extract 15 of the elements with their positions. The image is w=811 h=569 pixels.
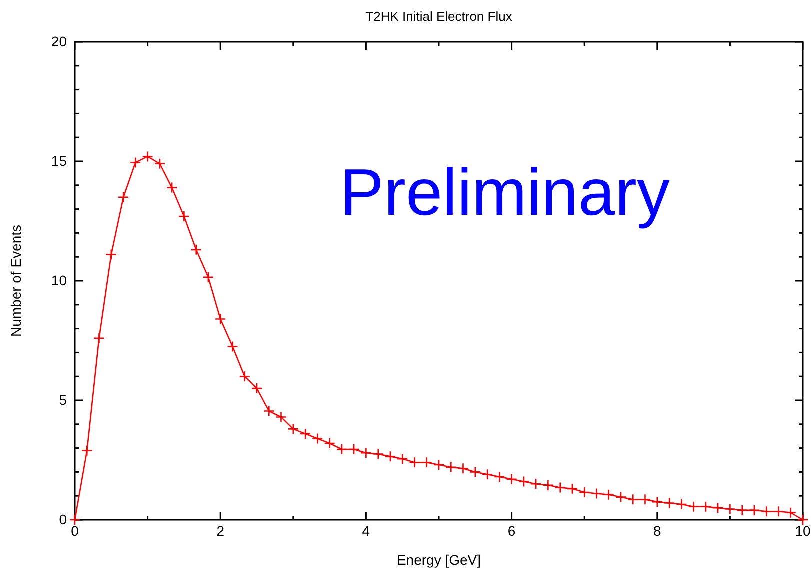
x-tick-label: 10 <box>795 522 811 539</box>
x-tick-label: 4 <box>362 522 370 539</box>
y-axis-title: Number of Events <box>8 224 24 338</box>
x-axis-title: Energy [GeV] <box>396 552 482 568</box>
y-tick-label: 10 <box>51 272 68 288</box>
y-tick-label: 20 <box>51 33 68 50</box>
y-tick-label: 15 <box>51 152 68 169</box>
x-tick-label: 2 <box>216 522 225 539</box>
x-tick-label: 0 <box>71 522 80 539</box>
chart-title: T2HK Initial Electron Flux <box>366 9 513 24</box>
y-tick-label: 5 <box>59 392 68 408</box>
annotation: Preliminary <box>340 155 670 229</box>
y-tick-label: 0 <box>59 511 68 528</box>
x-tick-label: 8 <box>654 522 662 539</box>
x-tick-label: 6 <box>508 522 516 539</box>
